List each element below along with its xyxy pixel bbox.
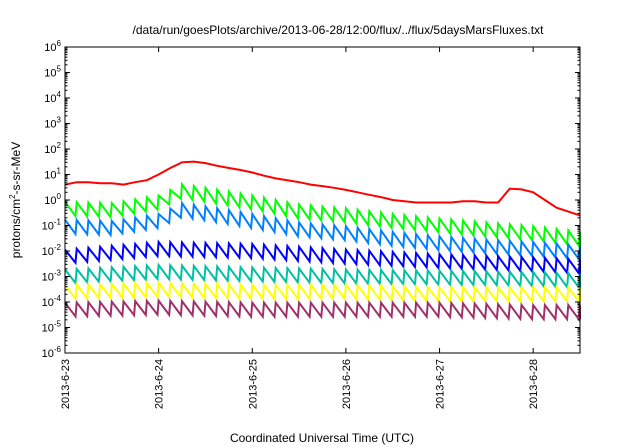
series-line-6 <box>64 280 581 305</box>
y-tick-label: 106 <box>44 39 61 54</box>
x-tick-label: 2013-6-27 <box>435 359 447 409</box>
y-tick-label: 10-6 <box>42 345 62 360</box>
y-tick-label: 10-2 <box>42 243 62 258</box>
y-axis-title-sup: 2 <box>8 194 17 199</box>
series-line-2 <box>64 181 581 249</box>
y-tick-label: 10-5 <box>42 320 62 335</box>
y-axis-title-base: protons/cm <box>9 199 23 258</box>
x-axis-title: Coordinated Universal Time (UTC) <box>230 431 414 445</box>
y-tick-label: 103 <box>44 116 61 131</box>
y-axis-title: protons/cm2-s-sr-MeV <box>8 142 23 258</box>
series-line-7 <box>64 297 581 322</box>
x-tick-label: 2013-6-24 <box>154 359 166 409</box>
x-tick-label: 2013-6-23 <box>60 359 72 409</box>
y-tick-label: 10-1 <box>42 218 62 233</box>
series-line-1 <box>64 160 581 217</box>
y-axis-title-rest: -s-sr-MeV <box>9 142 23 195</box>
y-tick-label: 102 <box>44 141 61 156</box>
y-tick-label: 105 <box>44 65 61 80</box>
y-tick-label: 10-4 <box>42 294 62 309</box>
y-tick-label: 100 <box>44 192 61 207</box>
chart-title: /data/run/goesPlots/archive/2013-06-28/1… <box>133 23 545 37</box>
y-tick-label: 104 <box>44 90 61 105</box>
x-axis: 2013-6-23 2013-6-24 2013-6-25 2013-6-26 2013… <box>60 47 540 409</box>
y-tick-label: 101 <box>44 167 61 182</box>
series-line-4 <box>64 239 581 277</box>
x-tick-label: 2013-6-26 <box>341 359 353 409</box>
series-line-3 <box>64 200 581 262</box>
y-tick-label: 10-3 <box>42 269 62 284</box>
x-tick-label: 2013-6-25 <box>247 359 259 409</box>
series-line-5 <box>64 262 581 291</box>
x-tick-label: 2013-6-28 <box>528 359 540 409</box>
y-axis: 10-6 10-5 10-4 10-3 10-2 10-1 100 101 102 103 104 1… <box>42 39 580 360</box>
series-layer <box>64 160 581 322</box>
